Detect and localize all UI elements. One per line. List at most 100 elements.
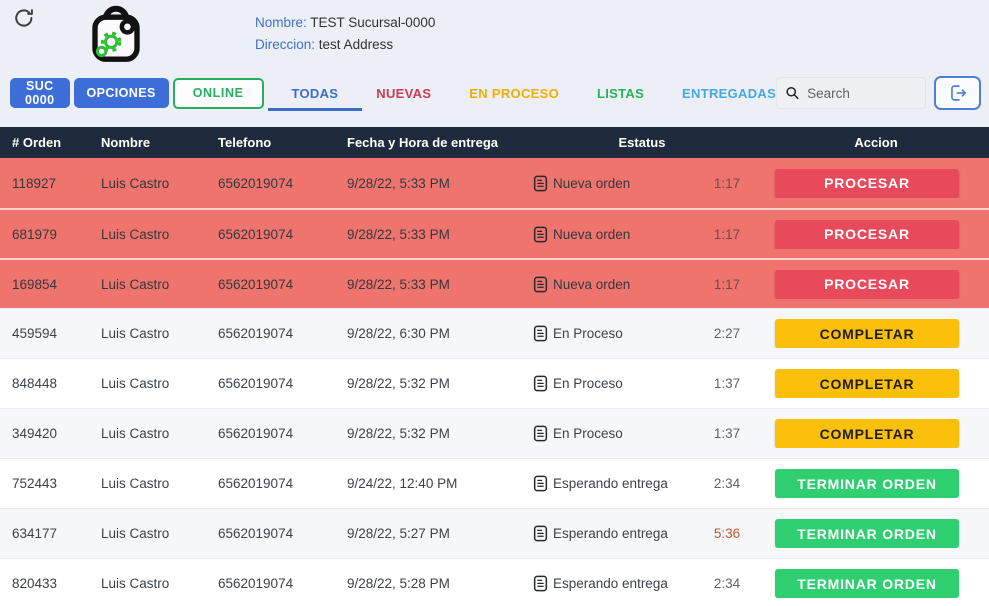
order-status: Esperando entrega — [521, 525, 691, 542]
order-note-icon — [533, 375, 548, 392]
options-button[interactable]: OPCIONES — [73, 78, 169, 108]
table-row: 752443 Luis Castro 6562019074 9/24/22, 1… — [0, 458, 989, 508]
store-name-line: Nombre: TEST Sucursal-0000 — [255, 12, 435, 34]
order-number: 169854 — [12, 276, 58, 292]
order-timer: 1:17 — [713, 276, 741, 292]
order-action-button[interactable]: PROCESAR — [775, 219, 959, 249]
branch-button[interactable]: SUC 0000 — [10, 78, 70, 108]
toolbar: SUC 0000 OPCIONES ONLINE TODAS NUEVAS EN P… — [0, 76, 989, 111]
search-box[interactable] — [776, 77, 927, 109]
col-status: Estatus — [618, 135, 666, 150]
customer-name: Luis Castro — [101, 226, 170, 242]
logout-button[interactable] — [934, 76, 981, 110]
order-status: Esperando entrega — [521, 475, 691, 492]
col-name: Nombre — [101, 135, 151, 150]
order-note-icon — [533, 525, 548, 542]
order-status-label: Nueva orden — [553, 276, 631, 292]
order-note-icon — [533, 425, 548, 442]
table-body: 118927 Luis Castro 6562019074 9/28/22, 5… — [0, 158, 989, 606]
order-number: 848448 — [12, 376, 58, 391]
customer-phone: 6562019074 — [218, 376, 294, 391]
action-cell: PROCESAR — [763, 168, 989, 198]
customer-phone: 6562019074 — [218, 526, 294, 541]
order-number: 634177 — [12, 526, 58, 541]
order-action-button[interactable]: TERMINAR ORDEN — [775, 569, 959, 598]
tab-todas[interactable]: TODAS — [267, 85, 362, 111]
order-number: 459594 — [12, 326, 58, 341]
action-cell: COMPLETAR — [763, 319, 989, 348]
order-status: Nueva orden — [521, 175, 691, 192]
order-number: 118927 — [12, 175, 57, 191]
order-action-button[interactable]: PROCESAR — [775, 269, 959, 299]
order-action-button[interactable]: PROCESAR — [775, 168, 959, 198]
table-row: 820433 Luis Castro 6562019074 9/28/22, 5… — [0, 558, 989, 606]
col-action: Accion — [854, 135, 898, 150]
table-row: 118927 Luis Castro 6562019074 9/28/22, 5… — [0, 158, 989, 208]
delivery-datetime: 9/28/22, 5:33 PM — [347, 226, 450, 242]
online-toggle-button[interactable]: ONLINE — [172, 77, 264, 109]
order-status-label: Esperando entrega — [553, 476, 668, 491]
customer-name: Luis Castro — [101, 175, 170, 191]
tab-en-proceso[interactable]: EN PROCESO — [469, 85, 559, 101]
search-input[interactable] — [807, 85, 918, 101]
table-row: 681979 Luis Castro 6562019074 9/28/22, 5… — [0, 208, 989, 258]
delivery-datetime: 9/28/22, 5:32 PM — [347, 376, 450, 391]
order-timer: 2:34 — [713, 576, 741, 591]
store-address-line: Direccion: test Address — [255, 34, 435, 56]
order-status-label: Nueva orden — [553, 226, 631, 242]
table-row: 634177 Luis Castro 6562019074 9/28/22, 5… — [0, 508, 989, 558]
delivery-datetime: 9/28/22, 5:27 PM — [347, 526, 450, 541]
tab-nuevas[interactable]: NUEVAS — [376, 85, 432, 101]
order-note-icon — [533, 226, 548, 242]
order-action-button[interactable]: COMPLETAR — [775, 369, 959, 398]
delivery-datetime: 9/28/22, 6:30 PM — [347, 326, 450, 341]
order-action-button[interactable]: TERMINAR ORDEN — [775, 469, 959, 498]
customer-phone: 6562019074 — [218, 175, 294, 191]
customer-name: Luis Castro — [101, 526, 170, 541]
customer-name: Luis Castro — [101, 276, 170, 292]
delivery-datetime: 9/28/22, 5:32 PM — [347, 426, 450, 441]
order-timer: 1:17 — [713, 226, 741, 242]
order-timer: 1:17 — [713, 175, 741, 191]
customer-phone: 6562019074 — [218, 576, 294, 591]
tabs: TODAS NUEVAS EN PROCESO LISTAS ENTREGADAS — [267, 76, 777, 111]
customer-name: Luis Castro — [101, 426, 170, 441]
col-order: # Orden — [12, 135, 62, 150]
table-row: 349420 Luis Castro 6562019074 9/28/22, 5… — [0, 408, 989, 458]
order-action-button[interactable]: COMPLETAR — [775, 419, 959, 448]
col-phone: Telefono — [218, 135, 272, 150]
refresh-icon[interactable] — [12, 6, 36, 30]
order-action-button[interactable]: COMPLETAR — [775, 319, 959, 348]
customer-name: Luis Castro — [101, 476, 170, 491]
action-cell: PROCESAR — [763, 269, 989, 299]
customer-name: Luis Castro — [101, 326, 170, 341]
col-datetime: Fecha y Hora de entrega — [347, 135, 498, 150]
order-status: En Proceso — [521, 325, 691, 342]
order-number: 820433 — [12, 576, 58, 591]
delivery-datetime: 9/28/22, 5:28 PM — [347, 576, 450, 591]
search-icon — [786, 86, 799, 100]
customer-name: Luis Castro — [101, 376, 170, 391]
logout-icon — [950, 85, 966, 101]
top-header: Nombre: TEST Sucursal-0000 Direccion: te… — [0, 0, 989, 70]
action-cell: TERMINAR ORDEN — [763, 469, 989, 498]
orders-table: # Orden Nombre Telefono Fecha y Hora de … — [0, 127, 989, 606]
order-action-button[interactable]: TERMINAR ORDEN — [775, 519, 959, 548]
order-timer: 2:27 — [713, 326, 741, 341]
tab-entregadas[interactable]: ENTREGADAS — [682, 85, 777, 101]
order-status-label: En Proceso — [553, 426, 623, 441]
order-timer: 1:37 — [713, 426, 741, 441]
table-row: 459594 Luis Castro 6562019074 9/28/22, 6… — [0, 308, 989, 358]
tab-listas[interactable]: LISTAS — [596, 85, 645, 101]
customer-phone: 6562019074 — [218, 476, 294, 491]
store-address-label: Direccion: — [255, 37, 316, 52]
delivery-datetime: 9/28/22, 5:33 PM — [347, 175, 450, 191]
order-number: 681979 — [12, 226, 58, 242]
order-status: Esperando entrega — [521, 575, 691, 592]
order-status-label: Nueva orden — [553, 175, 631, 191]
table-row: 169854 Luis Castro 6562019074 9/28/22, 5… — [0, 258, 989, 308]
order-timer: 5:36 — [713, 526, 741, 541]
store-name-value: TEST Sucursal-0000 — [310, 15, 436, 30]
action-cell: COMPLETAR — [763, 419, 989, 448]
order-status-label: Esperando entrega — [553, 526, 668, 541]
